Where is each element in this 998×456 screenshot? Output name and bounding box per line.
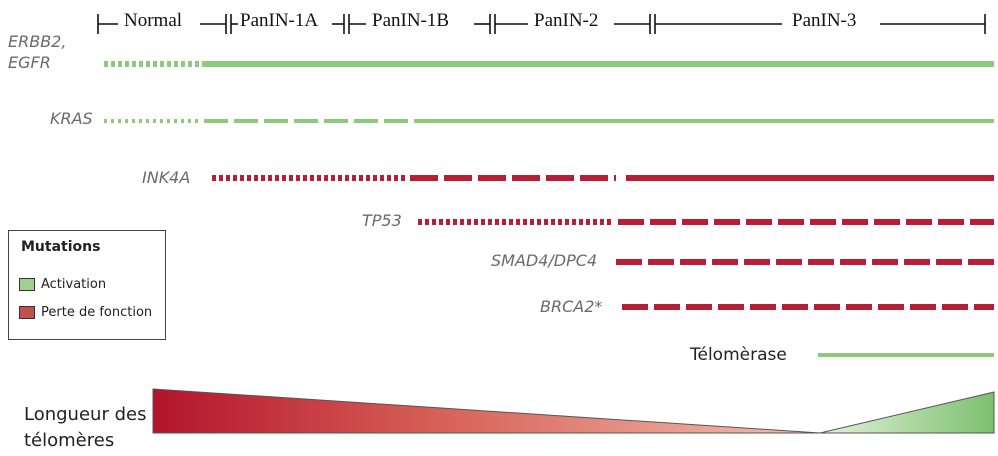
legend-swatch-activation	[19, 278, 35, 291]
stage-timeline	[97, 14, 986, 34]
mutation-lines	[104, 61, 994, 357]
telomere-length-graphic	[152, 388, 995, 434]
legend: Mutations Activation Perte de fonction	[8, 230, 166, 340]
gene-label-telomerase: Télomèrase	[690, 345, 787, 365]
gene-label-egfr: EGFR	[8, 53, 51, 72]
legend-swatch-loss	[19, 306, 35, 319]
gene-label-tp53: TP53	[362, 211, 402, 230]
legend-label-activation: Activation	[41, 277, 107, 292]
legend-item-activation: Activation	[19, 277, 106, 292]
telomere-label-line1: Longueur des	[24, 404, 147, 425]
legend-title: Mutations	[21, 239, 101, 255]
telomere-restoration-triangle	[819, 391, 995, 434]
gene-label-kras: KRAS	[50, 109, 93, 128]
gene-label-erbb2: ERBB2,	[8, 32, 67, 51]
telomere-label-line2: télomères	[24, 430, 115, 451]
stage-label-panin-1b: PanIN-1B	[372, 10, 450, 31]
legend-item-loss: Perte de fonction	[19, 305, 152, 320]
stage-label-panin-2: PanIN-2	[534, 10, 599, 31]
legend-label-loss: Perte de fonction	[41, 305, 153, 320]
stage-label-panin-3: PanIN-3	[792, 10, 857, 31]
gene-label-ink4a: INK4A	[142, 168, 191, 187]
stage-label-normal: Normal	[124, 10, 183, 31]
gene-label-brca2: BRCA2*	[540, 297, 603, 316]
stage-label-panin-1a: PanIN-1A	[240, 10, 319, 31]
telomere-shortening-triangle	[152, 388, 821, 434]
gene-label-smad4: SMAD4/DPC4	[491, 251, 598, 270]
